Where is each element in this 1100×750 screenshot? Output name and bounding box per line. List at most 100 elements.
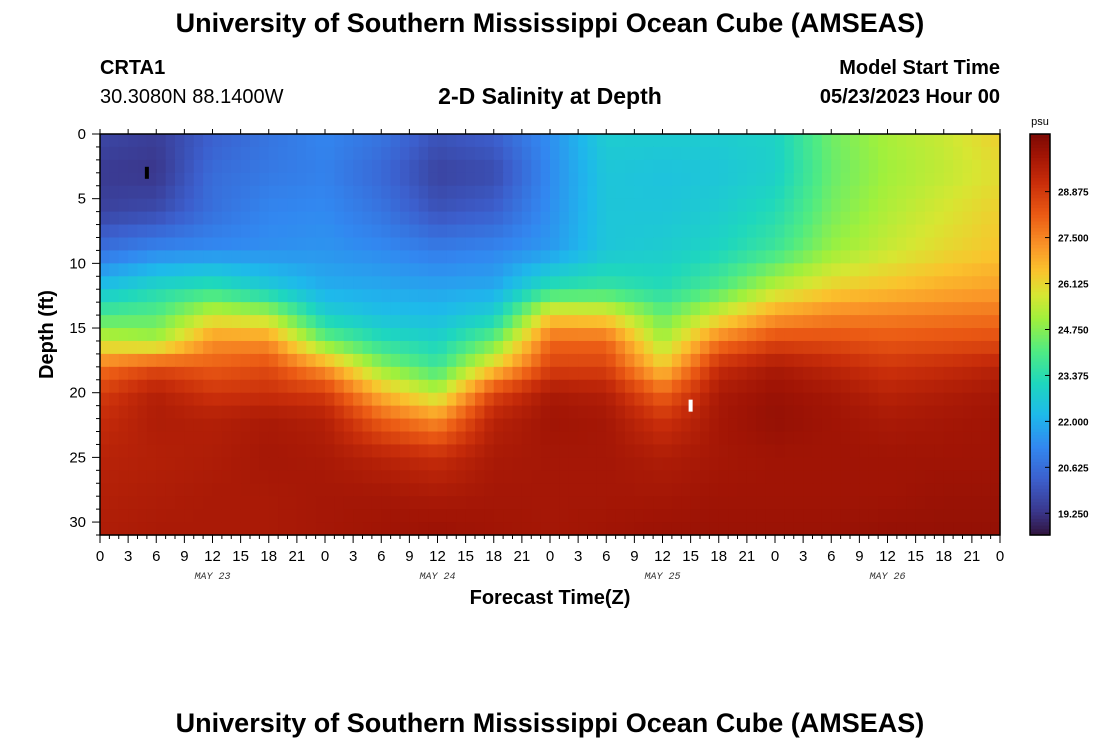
heatmap-cell: [906, 392, 917, 407]
heatmap-cell: [306, 224, 317, 239]
heatmap-cell: [981, 496, 992, 510]
heatmap-cell: [990, 483, 1001, 497]
heatmap-cell: [437, 509, 448, 523]
heatmap-cell: [550, 172, 560, 187]
heatmap-cell: [446, 289, 457, 303]
x-tick-label: 3: [574, 548, 582, 565]
colorbar-segment: [1030, 271, 1050, 275]
heatmap-cell: [353, 276, 364, 290]
heatmap-cell: [859, 159, 870, 174]
heatmap-cell: [250, 328, 260, 342]
heatmap-cell: [268, 470, 279, 484]
heatmap-cell: [728, 172, 739, 187]
heatmap-cell: [840, 328, 851, 342]
heatmap-cell: [671, 289, 682, 303]
heatmap-cell: [184, 315, 195, 329]
heatmap-cell: [737, 315, 748, 329]
heatmap-cell: [325, 509, 335, 523]
colorbar-segment: [1030, 210, 1050, 215]
heatmap-cell: [671, 302, 682, 316]
heatmap-cell: [840, 263, 851, 277]
heatmap-cell: [765, 457, 776, 471]
heatmap-cell: [568, 431, 579, 446]
heatmap-cell: [250, 250, 260, 264]
heatmap-cell: [334, 146, 345, 161]
heatmap-cell: [634, 353, 645, 368]
heatmap-cell: [821, 353, 832, 368]
heatmap-cell: [728, 340, 739, 355]
heatmap-cell: [184, 146, 195, 161]
heatmap-cell: [231, 366, 242, 381]
heatmap-cell: [109, 315, 120, 329]
heatmap-cell: [700, 289, 710, 303]
day-label: MAY 26: [869, 572, 905, 583]
heatmap-cell: [625, 237, 635, 252]
heatmap-cell: [840, 418, 851, 433]
heatmap-cell: [840, 172, 851, 187]
heatmap-cell: [840, 392, 851, 407]
heatmap-cell: [868, 250, 879, 264]
heatmap-cell: [446, 328, 457, 342]
heatmap-cell: [109, 237, 120, 252]
heatmap-cell: [850, 496, 860, 510]
heatmap-cell: [109, 224, 120, 239]
heatmap-cell: [456, 172, 467, 187]
heatmap-cell: [437, 392, 448, 407]
heatmap-cell: [540, 159, 551, 174]
heatmap-cell: [137, 198, 148, 213]
heatmap-cell: [568, 379, 579, 394]
heatmap-cell: [887, 263, 898, 277]
heatmap-cell: [596, 289, 607, 303]
heatmap-cell: [503, 185, 514, 200]
heatmap-cell: [175, 134, 185, 148]
heatmap-cell: [746, 289, 757, 303]
heatmap-cell: [100, 509, 110, 523]
heatmap-cell: [268, 457, 279, 471]
heatmap-cell: [971, 366, 982, 381]
heatmap-cell: [325, 211, 335, 226]
heatmap-cell: [512, 392, 523, 407]
heatmap-cell: [596, 340, 607, 355]
heatmap-cell: [915, 315, 926, 329]
heatmap-cell: [746, 522, 757, 536]
heatmap-cell: [521, 483, 532, 497]
heatmap-cell: [212, 496, 223, 510]
heatmap-cell: [756, 392, 767, 407]
heatmap-cell: [953, 315, 964, 329]
heatmap-cell: [887, 224, 898, 239]
heatmap-cell: [212, 134, 223, 148]
heatmap-cell: [203, 457, 214, 471]
heatmap-cell: [981, 483, 992, 497]
heatmap-cell: [643, 379, 654, 394]
heatmap-cell: [915, 444, 926, 458]
heatmap-cell: [437, 185, 448, 200]
heatmap-cell: [728, 134, 739, 148]
heatmap-cell: [146, 418, 157, 433]
heatmap-cell: [193, 457, 204, 471]
heatmap-cell: [559, 444, 570, 458]
heatmap-cell: [381, 276, 392, 290]
heatmap-cell: [615, 457, 626, 471]
heatmap-cell: [578, 340, 589, 355]
heatmap-cell: [596, 509, 607, 523]
heatmap-cell: [503, 172, 514, 187]
heatmap-cell: [128, 353, 139, 368]
heatmap-cell: [981, 522, 992, 536]
heatmap-cell: [109, 418, 120, 433]
heatmap-cell: [109, 198, 120, 213]
heatmap-cell: [343, 263, 354, 277]
heatmap-cell: [953, 444, 964, 458]
heatmap-cell: [221, 431, 232, 446]
heatmap-cell: [859, 237, 870, 252]
heatmap-cell: [606, 522, 617, 536]
heatmap-cell: [540, 237, 551, 252]
heatmap-cell: [503, 457, 514, 471]
heatmap-cell: [793, 353, 804, 368]
heatmap-cell: [803, 250, 814, 264]
heatmap-cell: [746, 146, 757, 161]
heatmap-cell: [915, 134, 926, 148]
heatmap-cell: [484, 405, 495, 420]
heatmap-cell: [765, 146, 776, 161]
heatmap-cell: [812, 263, 823, 277]
heatmap-cell: [475, 405, 485, 420]
